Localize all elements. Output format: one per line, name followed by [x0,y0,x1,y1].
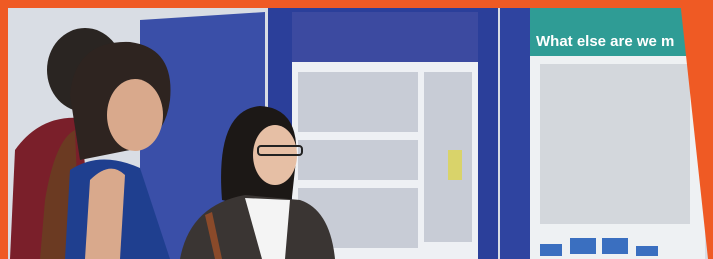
frame [0,0,8,259]
poster-figure [448,150,462,180]
poster-header [292,12,478,62]
person-arm [85,169,125,259]
page: What else are we m (() => { const data =… [0,0,713,259]
photo: What else are we m [0,0,713,259]
poster-board [500,8,530,259]
poster-text-block [540,64,690,224]
poster-heading: What else are we m [536,33,674,50]
person-face [107,79,163,151]
frame [0,0,713,8]
